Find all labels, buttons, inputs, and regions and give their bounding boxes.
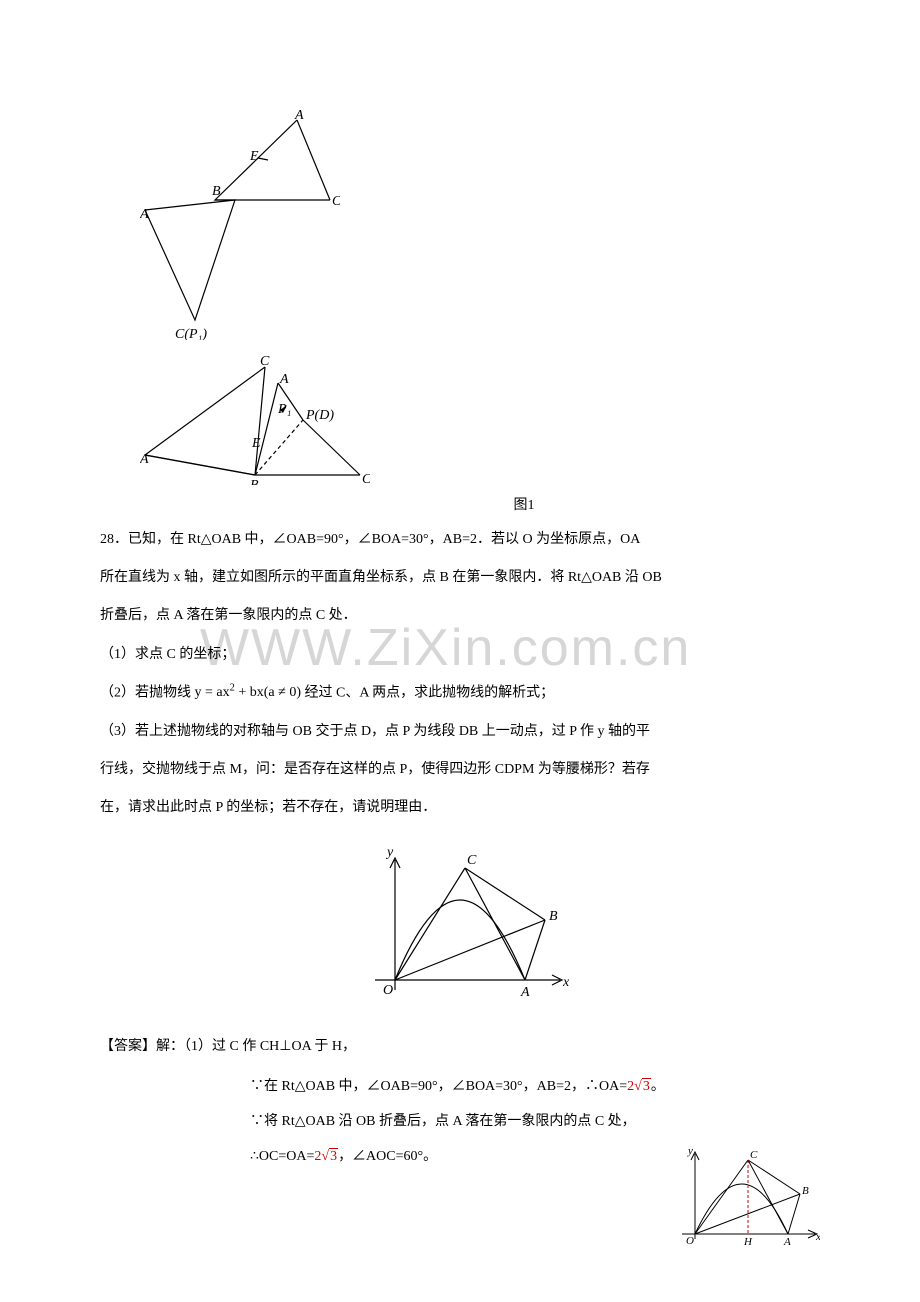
ans1-val: 23: [627, 1079, 651, 1094]
figure-3-svg: y C B O A x: [345, 840, 575, 1010]
ans3-val: 23: [314, 1149, 338, 1164]
svg-text:A: A: [279, 372, 289, 387]
problem-q3b: 行线，交抛物线于点 M，问：是否存在这样的点 P，使得四边形 CDPM 为等腰梯…: [100, 754, 820, 786]
problem-text-1: 已知，在 Rt△OAB 中，∠OAB=90°，∠BOA=30°，AB=2．若以 …: [128, 532, 640, 547]
answer-line-1: ∵在 Rt△OAB 中，∠OAB=90°，∠BOA=30°，AB=2，∴OA=2…: [250, 1069, 820, 1104]
ans3-pre: ∴OC=OA=: [250, 1149, 314, 1164]
problem-number: 28．: [100, 532, 128, 547]
svg-text:A: A: [294, 110, 304, 123]
svg-text:E: E: [249, 149, 259, 164]
svg-text:y: y: [385, 845, 394, 860]
figure-3: y C B O A x: [100, 840, 820, 1015]
svg-text:A: A: [140, 207, 149, 222]
svg-text:C(P₁): C(P₁): [175, 327, 207, 340]
answer-line-2: ∵将 Rt△OAB 沿 OB 折叠后，点 A 落在第一象限内的点 C 处，: [250, 1104, 820, 1139]
svg-text:B: B: [549, 909, 558, 924]
ans3-post: ，∠AOC=60°。: [338, 1149, 437, 1164]
svg-text:A: A: [520, 985, 530, 1000]
svg-text:C: C: [362, 472, 370, 485]
problem-q3c: 在，请求出此时点 P 的坐标；若不存在，请说明理由．: [100, 792, 820, 824]
q2-post: 经过 C、A 两点，求此抛物线的解析式；: [304, 685, 554, 700]
svg-text:x: x: [815, 1231, 820, 1243]
problem-q3a: （3）若上述抛物线的对称轴与 OB 交于点 D，点 P 为线段 DB 上一动点，…: [100, 716, 820, 748]
problem-q1: （1）求点 C 的坐标；: [100, 639, 820, 671]
svg-text:H: H: [743, 1236, 753, 1248]
q2-pre: （2）若抛物线: [100, 685, 191, 700]
svg-text:B: B: [802, 1185, 809, 1197]
problem-line-2: 所在直线为 x 轴，建立如图所示的平面直角坐标系，点 B 在第一象限内．将 Rt…: [100, 562, 820, 594]
svg-text:C: C: [467, 853, 477, 868]
problem-line-1: 28．已知，在 Rt△OAB 中，∠OAB=90°，∠BOA=30°，AB=2．…: [100, 524, 820, 556]
svg-text:O: O: [383, 983, 393, 998]
svg-text:P(D): P(D): [305, 408, 334, 423]
problem-line-3: 折叠后，点 A 落在第一象限内的点 C 处．: [100, 600, 820, 632]
q2-formula: y = ax2 + bx(a ≠ 0): [195, 685, 305, 700]
svg-text:B: B: [250, 478, 259, 485]
svg-text:O: O: [686, 1235, 694, 1247]
svg-text:A: A: [140, 452, 149, 467]
ans1-post: 。: [651, 1079, 665, 1094]
svg-text:x: x: [562, 975, 570, 990]
svg-text:C: C: [332, 194, 340, 209]
figure-4-svg: y C B O H A x: [670, 1144, 820, 1254]
figure-1: A E B C A C(P₁): [140, 110, 820, 345]
answer-header: 【答案】解：（1）过 C 作 CH⊥OA 于 H，: [100, 1031, 820, 1063]
problem-q2: （2）若抛物线 y = ax2 + bx(a ≠ 0) 经过 C、A 两点，求此…: [100, 677, 820, 710]
svg-text:B: B: [212, 184, 221, 199]
svg-text:P₁: P₁: [277, 402, 291, 417]
figure-2: C A P₁ P(D) E A B C 图1: [140, 355, 820, 514]
svg-text:E: E: [251, 436, 261, 451]
svg-text:C: C: [260, 355, 270, 369]
figure-4: y C B O H A x: [670, 1144, 820, 1259]
figure-2-caption: 图1: [228, 494, 820, 514]
svg-text:A: A: [783, 1236, 791, 1248]
svg-text:y: y: [687, 1145, 693, 1157]
svg-text:C: C: [750, 1149, 758, 1161]
figure-2-svg: C A P₁ P(D) E A B C: [140, 355, 370, 485]
ans1-pre: ∵在 Rt△OAB 中，∠OAB=90°，∠BOA=30°，AB=2，∴OA=: [250, 1079, 627, 1094]
figure-1-svg: A E B C A C(P₁): [140, 110, 340, 340]
